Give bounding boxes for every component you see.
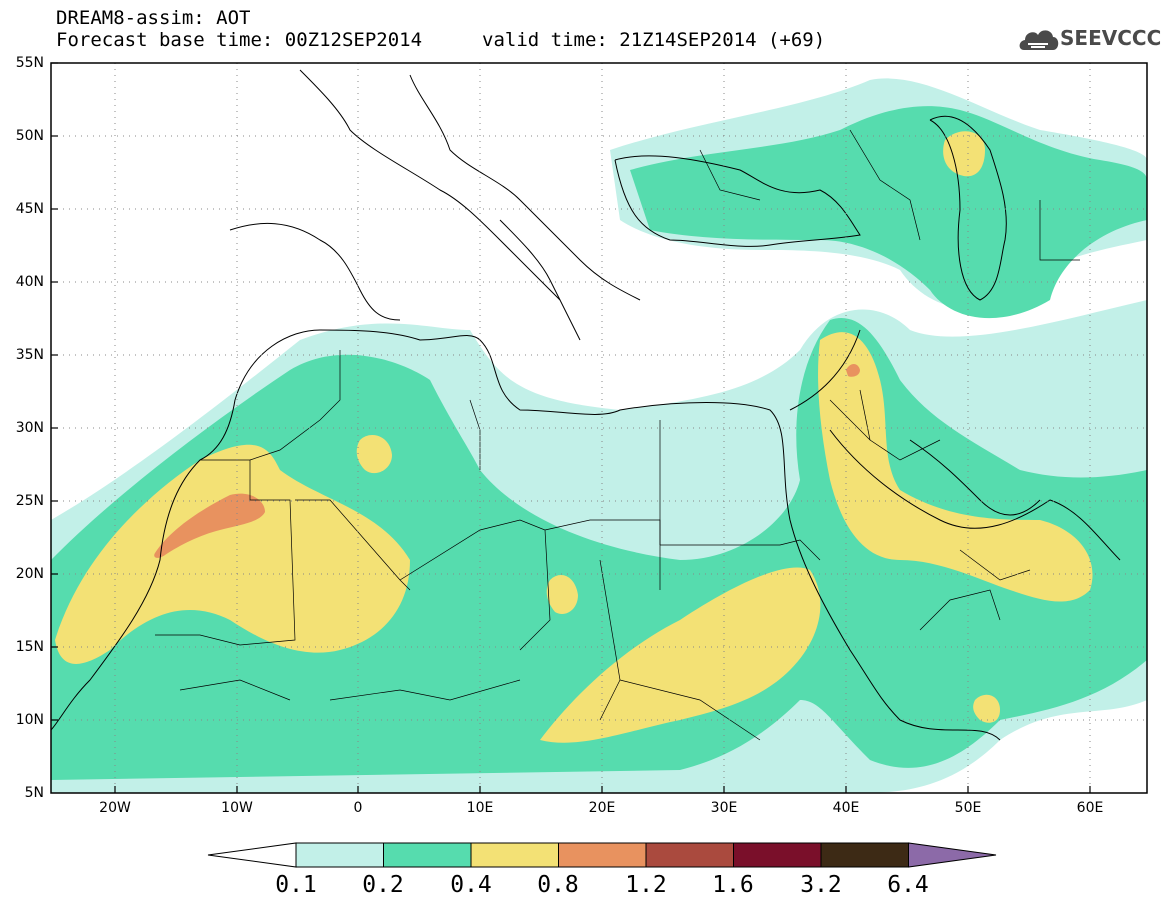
country-borders [155, 129, 1080, 741]
cloud-icon [1019, 30, 1059, 50]
colorbar-label: 0.1 [275, 872, 317, 898]
aot-band-0.4-small2 [546, 575, 578, 615]
coastlines [51, 69, 1121, 741]
lon-label: 50E [954, 800, 982, 816]
lon-label: 0 [353, 800, 363, 816]
colorbar-label: 0.2 [362, 872, 404, 898]
colorbar-label: 3.2 [800, 872, 842, 898]
lat-label: 10N [15, 712, 44, 728]
lat-label: 25N [15, 493, 44, 509]
logo-text: SEEVCCC [1060, 26, 1162, 50]
lon-label: 30E [710, 800, 738, 816]
lat-label: 30N [15, 420, 44, 436]
aot-band-0.2-north [630, 106, 1147, 319]
aot-band-0.8-west [154, 493, 265, 558]
aot-band-0.4-arabia [818, 332, 1093, 602]
lat-label: 40N [15, 274, 44, 290]
lat-label: 50N [15, 128, 44, 144]
valid-time: valid time: 21Z14SEP2014 (+69) [482, 29, 826, 51]
aot-band-0.4-west [55, 444, 410, 664]
lon-label: 10W [221, 800, 253, 816]
aot-band-0.4-small1 [356, 435, 392, 474]
lon-label: 20E [588, 800, 616, 816]
lat-label: 45N [15, 201, 44, 217]
forecast-base-time: Forecast base time: 00Z12SEP2014 [56, 29, 423, 51]
aot-band-0.8-iraq [846, 364, 860, 377]
axis-ticks [51, 62, 1091, 793]
lat-label: 5N [24, 785, 44, 801]
lat-label: 20N [15, 566, 44, 582]
colorbar-label: 1.6 [712, 872, 754, 898]
lat-label: 55N [15, 55, 44, 71]
lon-label: 20W [99, 800, 131, 816]
colorbar-label: 0.4 [450, 872, 492, 898]
lon-label: 40E [832, 800, 860, 816]
colorbar-label: 1.2 [625, 872, 667, 898]
colorbar-label: 6.4 [887, 872, 929, 898]
lat-label: 35N [15, 347, 44, 363]
aot-band-0.4-central [540, 567, 821, 743]
aot-band-0.4-small3 [973, 694, 1000, 723]
aot-band-0.4-caspian [943, 131, 985, 177]
lon-label: 60E [1076, 800, 1104, 816]
title-model-product: DREAM8-assim: AOT [56, 7, 251, 29]
lat-label: 15N [15, 639, 44, 655]
lon-label: 10E [466, 800, 494, 816]
aot-contours [51, 78, 1147, 793]
colorbar-label: 0.8 [537, 872, 579, 898]
